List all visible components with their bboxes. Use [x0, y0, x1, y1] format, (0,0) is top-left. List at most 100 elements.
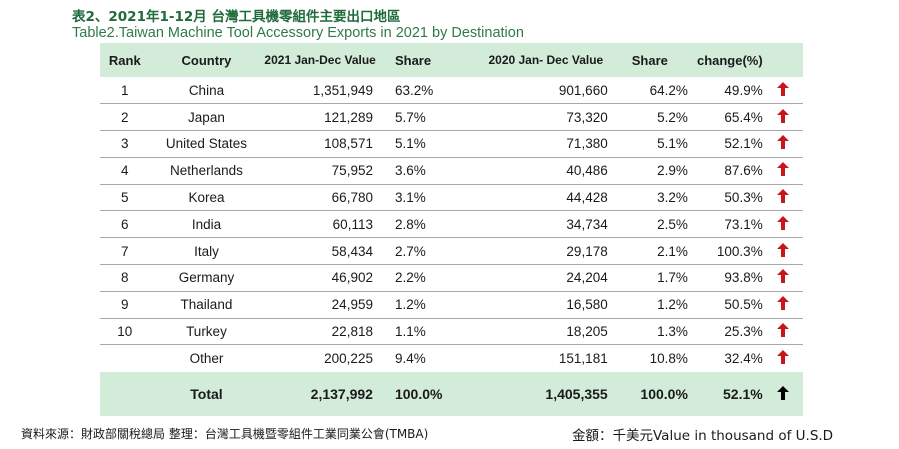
cell-value-2021: 22,818 [331, 324, 373, 340]
cell-share-2020: 5.1% [657, 136, 688, 152]
cell-value-2020: 44,428 [566, 190, 608, 206]
cell-share-2020: 1.2% [657, 297, 688, 313]
table-row: 8 Germany 46,902 2.2% 24,204 1.7% 93.8% [100, 265, 803, 292]
cell-change: 93.8% [724, 270, 763, 286]
cell-rank: 5 [121, 190, 129, 206]
arrow-up-icon [776, 189, 789, 206]
cell-share-2021: 1.1% [394, 324, 426, 340]
arrow-up-icon [776, 269, 789, 286]
cell-value-2021: 46,902 [331, 270, 373, 286]
cell-value-2020: 18,205 [566, 324, 608, 340]
cell-rank: 10 [117, 324, 133, 340]
table-row: 6 India 60,113 2.8% 34,734 2.5% 73.1% [100, 211, 803, 238]
cell-country: Korea [188, 190, 225, 206]
arrow-up-icon [776, 242, 789, 260]
cell-value-2021: 1,351,949 [312, 82, 373, 98]
cell-rank [100, 345, 150, 372]
cell-change: 100.3% [716, 243, 763, 259]
cell-country: Thailand [180, 297, 233, 313]
cell-share-2020: 2.9% [657, 163, 688, 179]
cell-share-2020: 2.1% [657, 243, 688, 259]
cell-value-2021: 66,780 [331, 190, 373, 206]
arrow-up-icon [776, 81, 789, 99]
cell-change: 65.4% [724, 109, 763, 125]
arrow-up-icon [776, 385, 789, 403]
cell-value-2020: 901,660 [558, 82, 608, 98]
cell-country: Other [189, 351, 224, 367]
header-share-2020: Share [631, 52, 668, 68]
cell-value-2020: 73,320 [566, 109, 608, 125]
cell-share-2021: 3.1% [394, 190, 426, 206]
total-share-2021: 100.0% [394, 385, 443, 402]
cell-value-2020: 151,181 [558, 351, 608, 367]
cell-share-2020: 10.8% [649, 351, 688, 367]
cell-change: 52.1% [724, 136, 763, 152]
arrow-up-icon [776, 108, 789, 126]
cell-value-2021: 58,434 [331, 243, 373, 259]
total-row: Total 2,137,992 100.0% 1,405,355 100.0% … [100, 371, 803, 416]
cell-value-2020: 24,204 [566, 270, 608, 286]
cell-country: Japan [188, 109, 225, 125]
header-share-2021: Share [394, 52, 432, 68]
source-note: 資料來源：財政部關稅總局 整理：台灣工具機暨零組件工業同業公會(TMBA) [21, 427, 429, 441]
cell-country: Netherlands [170, 163, 243, 179]
header-value-2021: 2021 Jan-Dec Value [264, 53, 376, 67]
cell-share-2020: 1.3% [657, 324, 688, 340]
table-row: 1 China 1,351,949 63.2% 901,660 64.2% 49.9% [100, 77, 803, 104]
cell-share-2021: 9.4% [394, 351, 426, 367]
arrow-up-icon [776, 323, 789, 340]
cell-share-2021: 2.2% [394, 270, 426, 286]
cell-rank: 3 [121, 136, 129, 152]
cell-change: 87.6% [724, 163, 763, 179]
arrow-up-icon [776, 296, 789, 313]
cell-share-2020: 64.2% [649, 82, 688, 98]
cell-value-2021: 75,952 [331, 163, 373, 179]
table-row: 10 Turkey 22,818 1.1% 18,205 1.3% 25.3% [100, 318, 803, 345]
cell-value-2021: 108,571 [324, 136, 373, 152]
cell-share-2020: 5.2% [657, 109, 688, 125]
total-value-2021: 2,137,992 [310, 385, 373, 402]
total-value-2020: 1,405,355 [545, 385, 608, 402]
unit-note: 金額：千美元Value in thousand of U.S.D [572, 428, 834, 444]
cell-value-2020: 34,734 [566, 216, 608, 232]
header-row: Rank Country 2021 Jan-Dec Value Share 20… [100, 43, 803, 77]
table-row: 5 Korea 66,780 3.1% 44,428 3.2% 50.3% [100, 184, 803, 211]
cell-country: China [188, 82, 225, 98]
arrow-up-icon [776, 162, 789, 179]
cell-change: 50.3% [724, 190, 763, 206]
cell-country: Turkey [186, 324, 227, 340]
header-value-2020: 2020 Jan- Dec Value [488, 53, 604, 67]
table-row: 2 Japan 121,289 5.7% 73,320 5.2% 65.4% [100, 104, 803, 131]
total-rank-cell [100, 372, 150, 416]
arrow-up-icon [776, 215, 789, 233]
table-row: 3 United States 108,571 5.1% 71,380 5.1% 52.1% [100, 131, 803, 158]
cell-share-2021: 3.6% [394, 163, 426, 179]
cell-share-2021: 2.7% [394, 243, 426, 259]
cell-value-2021: 200,225 [324, 351, 373, 367]
cell-rank: 9 [121, 297, 129, 313]
cell-share-2021: 1.2% [394, 297, 426, 313]
cell-change: 49.9% [724, 82, 763, 98]
cell-rank: 7 [121, 243, 129, 259]
header-arrow-spacer [763, 43, 803, 77]
cell-share-2021: 5.1% [394, 136, 426, 152]
cell-share-2021: 2.8% [394, 216, 426, 232]
table-row: Other 200,225 9.4% 151,181 10.8% 32.4% [100, 345, 803, 372]
cell-change: 73.1% [724, 216, 763, 232]
table-title-english: Table2.Taiwan Machine Tool Accessory Exp… [72, 25, 524, 41]
header-country: Country [181, 52, 232, 68]
cell-value-2021: 24,959 [331, 297, 373, 313]
cell-rank: 6 [121, 216, 129, 232]
table-row: 7 Italy 58,434 2.7% 29,178 2.1% 100.3% [100, 238, 803, 265]
table-row: 9 Thailand 24,959 1.2% 16,580 1.2% 50.5% [100, 291, 803, 319]
cell-country: United States [165, 136, 247, 152]
total-label: Total [190, 385, 223, 402]
cell-country: India [191, 216, 222, 232]
table-body: 1 China 1,351,949 63.2% 901,660 64.2% 49.9% 2 Ja… [100, 77, 803, 372]
header-change: change(%) [696, 52, 763, 68]
cell-share-2021: 5.7% [394, 109, 426, 125]
total-share-2020: 100.0% [640, 385, 688, 402]
cell-rank: 2 [121, 109, 129, 125]
cell-value-2020: 16,580 [566, 297, 608, 313]
export-table: Rank Country 2021 Jan-Dec Value Share 20… [100, 43, 803, 416]
